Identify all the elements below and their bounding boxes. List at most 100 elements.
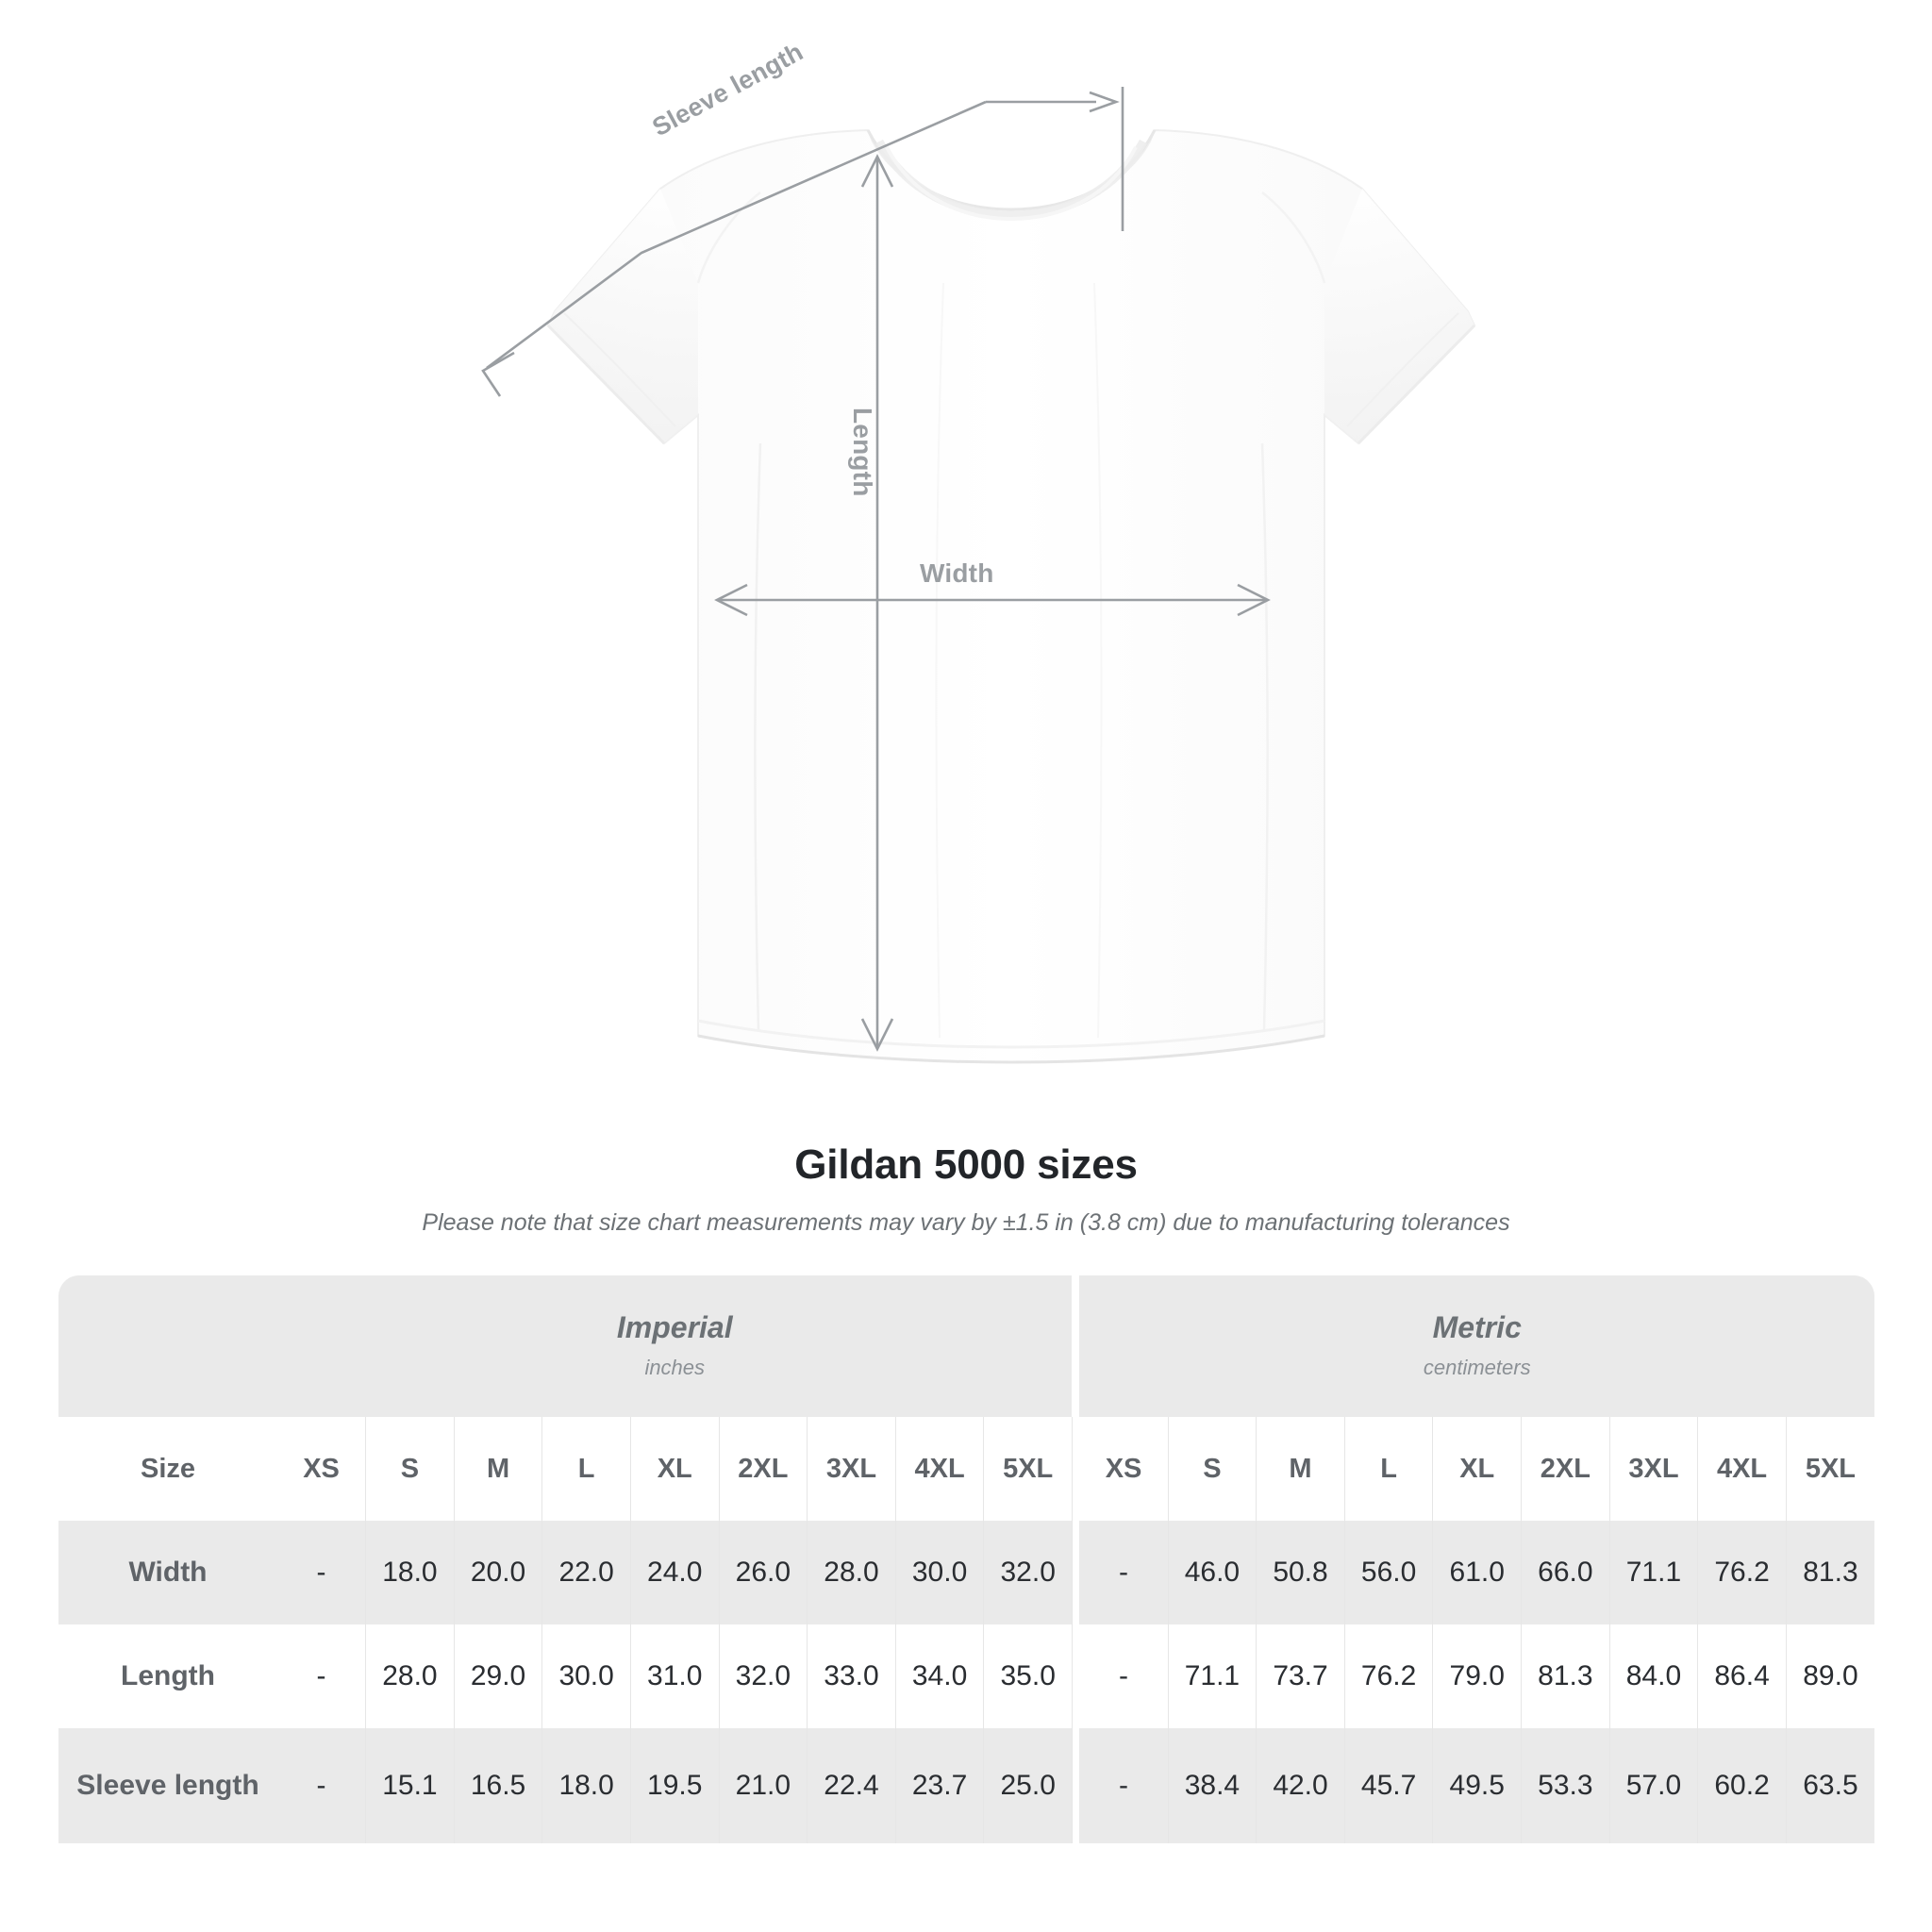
size-header-imperial-s: S (365, 1417, 455, 1521)
cell-imperial-sleeve-length-xs: - (277, 1728, 367, 1843)
cell-imperial-length-l: 30.0 (541, 1624, 631, 1728)
unit-divider-cell (1072, 1417, 1080, 1521)
title-block: Gildan 5000 sizes Please note that size … (0, 1141, 1932, 1237)
size-table-container: Imperial inches Metric centimeters Size X… (58, 1275, 1874, 1843)
cell-metric-length-3xl: 84.0 (1609, 1624, 1699, 1728)
table-row: Sleeve length -15.1 16.5 18.0 19.5 21.0 22.4 23… (58, 1728, 1874, 1843)
cell-metric-length-xs: - (1079, 1624, 1169, 1728)
unit-name-metric: Metric (1432, 1310, 1522, 1345)
cell-imperial-width-l: 22.0 (541, 1521, 631, 1624)
cell-imperial-sleeve-length-s: 15.1 (365, 1728, 455, 1843)
cell-imperial-sleeve-length-3xl: 22.4 (807, 1728, 896, 1843)
cell-metric-length-xl: 79.0 (1432, 1624, 1523, 1728)
cell-metric-sleeve-length-5xl: 63.5 (1786, 1728, 1874, 1843)
cell-imperial-length-3xl: 33.0 (807, 1624, 896, 1728)
row-label-width: Width (58, 1521, 277, 1624)
length-diagram-label: Length (848, 408, 877, 497)
measurement-lines (481, 87, 1271, 1052)
cell-imperial-length-4xl: 34.0 (895, 1624, 985, 1728)
cell-metric-width-5xl: 81.3 (1786, 1521, 1874, 1624)
size-header-metric-l: L (1344, 1417, 1434, 1521)
row-label-length: Length (58, 1624, 277, 1728)
size-table-head: Imperial inches Metric centimeters (58, 1275, 1874, 1417)
cell-imperial-length-xl: 31.0 (630, 1624, 720, 1728)
cell-metric-length-2xl: 81.3 (1521, 1624, 1610, 1728)
cell-metric-width-4xl: 76.2 (1697, 1521, 1787, 1624)
size-header-metric-m: M (1256, 1417, 1345, 1521)
unit-header-row: Imperial inches Metric centimeters (58, 1275, 1874, 1417)
cell-imperial-sleeve-length-l: 18.0 (541, 1728, 631, 1843)
unit-header-imperial: Imperial inches (277, 1275, 1073, 1417)
unit-header-separator (1072, 1275, 1080, 1417)
size-table: Imperial inches Metric centimeters Size X… (58, 1275, 1874, 1843)
cell-imperial-width-2xl: 26.0 (719, 1521, 808, 1624)
sleeve-diagonal-line (486, 100, 987, 370)
size-header-imperial-xs: XS (277, 1417, 367, 1521)
cell-metric-sleeve-length-xs: - (1079, 1728, 1169, 1843)
cell-imperial-width-4xl: 30.0 (895, 1521, 985, 1624)
cell-metric-length-s: 71.1 (1168, 1624, 1257, 1728)
cell-metric-width-m: 50.8 (1256, 1521, 1345, 1624)
tshirt-measurement-diagram: Sleeve length Length Width (481, 38, 1476, 1064)
tolerance-note: Please note that size chart measurements… (422, 1209, 1510, 1236)
size-header-metric-xs: XS (1079, 1417, 1169, 1521)
tshirt-shape (546, 128, 1476, 1064)
cell-metric-length-l: 76.2 (1344, 1624, 1434, 1728)
unit-header-metric: Metric centimeters (1079, 1275, 1874, 1417)
size-header-imperial-3xl: 3XL (807, 1417, 896, 1521)
cell-imperial-sleeve-length-4xl: 23.7 (895, 1728, 985, 1843)
cell-metric-width-xs: - (1079, 1521, 1169, 1624)
unit-header-spacer (58, 1275, 277, 1417)
cell-metric-sleeve-length-2xl: 53.3 (1521, 1728, 1610, 1843)
cell-metric-length-5xl: 89.0 (1786, 1624, 1874, 1728)
cell-metric-length-m: 73.7 (1256, 1624, 1345, 1728)
length-arrowhead-bottom (860, 1018, 894, 1052)
table-row: Width -18.0 20.0 22.0 24.0 26.0 28.0 30.0 32.0-4… (58, 1521, 1874, 1624)
row-label-sleeve-length: Sleeve length (58, 1728, 277, 1843)
cell-imperial-width-s: 18.0 (365, 1521, 455, 1624)
size-header-metric-3xl: 3XL (1609, 1417, 1699, 1521)
cell-metric-sleeve-length-3xl: 57.0 (1609, 1728, 1699, 1843)
size-table-body: Size XS S M L XL 2XL 3XL 4XL 5XL XS S M L XL 2XL 3XL 4XL 5… (58, 1417, 1874, 1843)
cell-imperial-width-xl: 24.0 (630, 1521, 720, 1624)
unit-divider-cell (1072, 1624, 1080, 1728)
size-header-imperial-2xl: 2XL (719, 1417, 808, 1521)
unit-sub-metric: centimeters (1423, 1355, 1531, 1379)
cell-imperial-length-2xl: 32.0 (719, 1624, 808, 1728)
length-arrowhead-top (860, 154, 894, 188)
cell-metric-sleeve-length-m: 42.0 (1256, 1728, 1345, 1843)
cell-imperial-length-5xl: 35.0 (983, 1624, 1073, 1728)
cell-imperial-width-3xl: 28.0 (807, 1521, 896, 1624)
sleeve-leader-arrowhead (1089, 91, 1120, 113)
size-header-imperial-xl: XL (630, 1417, 720, 1521)
cell-imperial-length-m: 29.0 (454, 1624, 543, 1728)
size-header-metric-s: S (1168, 1417, 1257, 1521)
size-header-label: Size (58, 1417, 277, 1521)
size-header-row: Size XS S M L XL 2XL 3XL 4XL 5XL XS S M L XL 2XL 3XL 4XL 5… (58, 1417, 1874, 1521)
size-header-imperial-4xl: 4XL (895, 1417, 985, 1521)
width-arrowhead-left (714, 583, 748, 617)
page-title: Gildan 5000 sizes (794, 1141, 1138, 1188)
cell-imperial-length-s: 28.0 (365, 1624, 455, 1728)
cell-metric-sleeve-length-s: 38.4 (1168, 1728, 1257, 1843)
size-header-metric-4xl: 4XL (1697, 1417, 1787, 1521)
width-arrowhead-right (1237, 583, 1271, 617)
cell-metric-width-2xl: 66.0 (1521, 1521, 1610, 1624)
size-header-metric-5xl: 5XL (1786, 1417, 1874, 1521)
unit-divider-cell (1072, 1521, 1080, 1624)
unit-divider-cell (1072, 1728, 1080, 1843)
cell-imperial-length-xs: - (277, 1624, 367, 1728)
size-header-metric-2xl: 2XL (1521, 1417, 1610, 1521)
sleeve-diagonal-arrowhead (481, 351, 515, 397)
size-header-imperial-5xl: 5XL (983, 1417, 1073, 1521)
cell-imperial-sleeve-length-m: 16.5 (454, 1728, 543, 1843)
cell-imperial-sleeve-length-xl: 19.5 (630, 1728, 720, 1843)
cell-metric-width-l: 56.0 (1344, 1521, 1434, 1624)
tshirt-illustration (481, 87, 1476, 1064)
cell-metric-width-3xl: 71.1 (1609, 1521, 1699, 1624)
cell-metric-sleeve-length-l: 45.7 (1344, 1728, 1434, 1843)
cell-metric-width-s: 46.0 (1168, 1521, 1257, 1624)
cell-imperial-sleeve-length-5xl: 25.0 (983, 1728, 1073, 1843)
cell-metric-sleeve-length-4xl: 60.2 (1697, 1728, 1787, 1843)
